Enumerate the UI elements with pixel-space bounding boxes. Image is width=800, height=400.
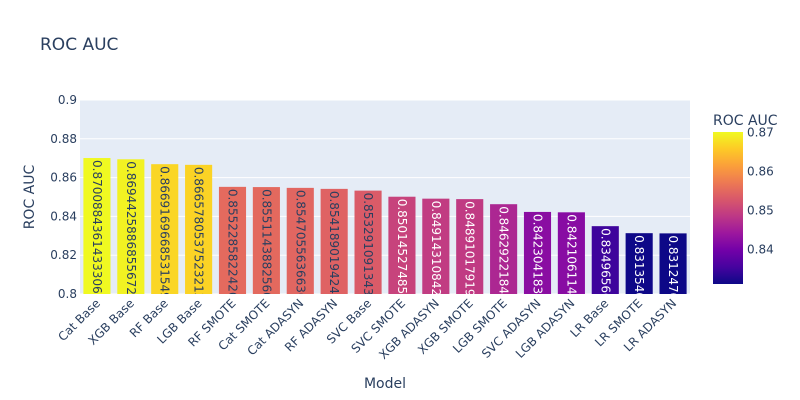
bar-data-label: 0.8532910913430 bbox=[361, 193, 375, 304]
x-axis-title: Model bbox=[364, 376, 406, 392]
bar bbox=[490, 204, 518, 294]
bar-data-label: 0.831354000 bbox=[632, 235, 646, 315]
chart-title: ROC AUC bbox=[40, 35, 118, 55]
plot-background bbox=[80, 100, 690, 294]
colorbar-tick-label: 0.87 bbox=[747, 125, 774, 139]
bar-data-label: 0.8669169668531549 bbox=[158, 166, 172, 300]
bar bbox=[320, 188, 348, 294]
bar bbox=[83, 158, 111, 294]
bar bbox=[388, 196, 416, 294]
bar bbox=[252, 187, 280, 294]
bar bbox=[625, 233, 653, 294]
bar-data-label: 0.8462922184000 bbox=[497, 206, 511, 317]
bar-data-label: 0.8489101791900 bbox=[463, 201, 477, 312]
colorbar bbox=[713, 132, 743, 284]
y-tick-label: 0.84 bbox=[50, 209, 77, 223]
bar bbox=[659, 233, 687, 294]
y-tick-label: 0.86 bbox=[50, 171, 77, 185]
bar bbox=[151, 164, 179, 294]
bar-data-label: 0.8665780537523213 bbox=[192, 167, 206, 301]
bar-data-label: 0.8552285822426 bbox=[226, 189, 240, 300]
bar bbox=[286, 187, 314, 294]
bar-data-label: 0.8423041830000 bbox=[531, 214, 545, 325]
bar-data-label: 0.8421061140000 bbox=[564, 214, 578, 325]
bar-data-label: 0.8551143882560 bbox=[259, 189, 273, 300]
bar-data-label: 0.8547055636630 bbox=[293, 190, 307, 301]
bar-data-label: 0.8541890194240 bbox=[327, 191, 341, 302]
bar bbox=[456, 199, 484, 294]
colorbar-title: ROC AUC bbox=[713, 113, 778, 129]
bar-data-label: 0.831247000 bbox=[666, 235, 680, 315]
y-tick-label: 0.9 bbox=[58, 93, 77, 107]
colorbar-tick-label: 0.86 bbox=[747, 164, 774, 178]
bar bbox=[557, 212, 585, 294]
y-tick-label: 0.88 bbox=[50, 132, 77, 146]
bar bbox=[422, 198, 450, 294]
bar bbox=[185, 164, 213, 294]
y-tick-label: 0.8 bbox=[58, 287, 77, 301]
bar-data-labels: 0.8700884361433306 0.8694425886855672 0.86… bbox=[90, 160, 680, 325]
y-axis-title: ROC AUC bbox=[22, 164, 38, 229]
bar-data-label: 0.8700884361433306 bbox=[90, 160, 104, 294]
bar-data-label: 0.8694425886855672 bbox=[124, 161, 138, 295]
bar-data-label: 0.8501452748500 bbox=[395, 199, 409, 310]
colorbar-tick-label: 0.85 bbox=[747, 204, 774, 218]
y-tick-labels: 0.8 0.82 0.84 0.86 0.88 0.9 bbox=[50, 93, 77, 301]
colorbar-tick-labels: 0.84 0.85 0.86 0.87 bbox=[747, 125, 774, 256]
bar bbox=[591, 226, 619, 294]
bar bbox=[218, 186, 247, 294]
bar bbox=[354, 190, 382, 294]
bar bbox=[117, 159, 145, 294]
bar bbox=[523, 211, 552, 294]
bars bbox=[83, 158, 687, 294]
colorbar-tick-label: 0.84 bbox=[747, 243, 774, 257]
y-tick-label: 0.82 bbox=[50, 248, 77, 262]
bar-data-label: 0.8491431084200 bbox=[429, 201, 443, 312]
gridlines bbox=[80, 99, 690, 295]
bar-data-label: 0.834965600 bbox=[598, 228, 612, 308]
